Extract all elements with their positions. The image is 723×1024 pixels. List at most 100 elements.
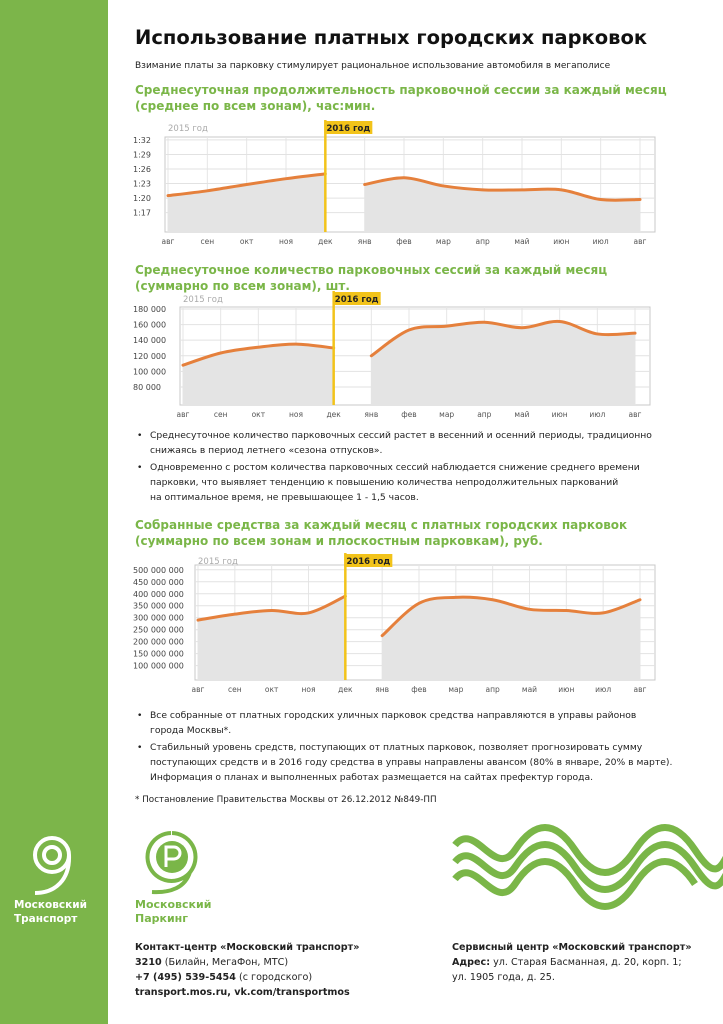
- service-text: ул. Старая Басманная, д. 20, корп. 1;: [490, 957, 682, 968]
- y-tick-label: 80 000: [133, 383, 161, 392]
- bullet-item: • Все собранные от платных городских улич…: [137, 708, 637, 738]
- contact-text: (с городского): [235, 972, 313, 983]
- logo-text: Московский: [14, 899, 87, 911]
- x-tick-label: май: [522, 685, 537, 694]
- footnote: * Постановление Правительства Москвы от …: [135, 795, 437, 805]
- x-tick-label: сен: [201, 237, 215, 246]
- y-tick-label: 160 000: [133, 321, 166, 330]
- x-tick-label: апр: [477, 410, 491, 419]
- legend-label: 2016 год: [346, 557, 390, 567]
- y-tick-label: 150 000 000: [133, 650, 184, 659]
- logo-text: Московский: [135, 898, 212, 911]
- y-tick-label: 450 000 000: [133, 578, 184, 587]
- y-tick-label: 1:29: [133, 150, 151, 159]
- contact-strong: transport.mos.ru, vk.com/transportmos: [135, 987, 350, 998]
- x-tick-label: окт: [265, 685, 279, 694]
- contact-text: (Билайн, МегаФон, МТС): [161, 957, 289, 968]
- chart-title: Среднесуточная продолжительность парково…: [135, 82, 667, 114]
- x-tick-label: авг: [192, 685, 205, 694]
- logo-transport: Московский Транспорт: [14, 898, 87, 926]
- y-tick-label: 350 000 000: [133, 602, 184, 611]
- y-tick-label: 1:26: [133, 165, 151, 174]
- note-line: Среднесуточное количество парковочных се…: [150, 430, 652, 441]
- service-text: ул. 1905 года, д. 25.: [452, 972, 555, 983]
- x-tick-label: июл: [595, 685, 611, 694]
- area: [183, 344, 334, 405]
- logo-parking-icon: [145, 831, 198, 895]
- area: [382, 597, 640, 680]
- title-line: Среднесуточное количество парковочных се…: [135, 263, 608, 277]
- service-label: Адрес:: [452, 957, 491, 968]
- x-tick-label: фев: [401, 410, 416, 419]
- x-tick-label: авг: [177, 410, 190, 419]
- line: [369, 319, 637, 358]
- logo-parking: Московский Паркинг: [135, 898, 211, 926]
- line: [380, 595, 642, 638]
- legend-label: 2016 год: [326, 124, 370, 134]
- contact-strong: 3210: [135, 957, 162, 968]
- x-tick-label: июн: [552, 410, 568, 419]
- bullet-item: • Среднесуточное количество парковочных с…: [137, 428, 652, 458]
- x-tick-label: окт: [240, 237, 254, 246]
- area: [198, 596, 346, 680]
- note-line: Все собранные от платных городских уличн…: [150, 710, 637, 721]
- note-line: на оптимальное время, не превышающее 1 -…: [150, 492, 419, 503]
- y-tick-label: 250 000 000: [133, 626, 184, 635]
- note-line: поступающих средств и в 2016 году средст…: [150, 757, 673, 768]
- line: [181, 342, 336, 367]
- y-tick-label: 1:17: [133, 209, 151, 218]
- line: [363, 176, 642, 202]
- x-tick-label: июл: [589, 410, 605, 419]
- bullet-item: • Одновременно с ростом количества парков…: [137, 460, 640, 505]
- title-line: Среднесуточная продолжительность парково…: [135, 83, 667, 97]
- bullet: •: [137, 742, 143, 753]
- side-bar: [0, 0, 108, 1024]
- legend-label: 2016 год: [335, 295, 379, 305]
- x-tick-label: ноя: [301, 685, 315, 694]
- x-tick-label: май: [514, 410, 529, 419]
- y-tick-label: 400 000 000: [133, 590, 184, 599]
- x-tick-label: дек: [326, 410, 341, 419]
- note-line: Одновременно с ростом количества парково…: [150, 462, 640, 473]
- note-line: Информация о планах и выполненных работа…: [150, 772, 594, 783]
- contact-title: Контакт-центр «Московский транспорт»: [135, 942, 360, 953]
- title-line: (суммарно по всем зонам и плоскостным па…: [135, 534, 543, 548]
- x-tick-label: июл: [593, 237, 609, 246]
- x-tick-label: фев: [411, 685, 426, 694]
- x-tick-label: июн: [558, 685, 574, 694]
- service-block: Сервисный центр «Московский транспорт» А…: [452, 940, 692, 985]
- legend-label: 2015 год: [168, 124, 208, 134]
- contact-block: Контакт-центр «Московский транспорт» 321…: [135, 940, 359, 1000]
- y-tick-label: 1:23: [133, 180, 151, 189]
- y-tick-label: 100 000: [133, 367, 166, 376]
- x-tick-label: янв: [358, 237, 372, 246]
- legend-label: 2015 год: [183, 295, 223, 305]
- x-tick-label: авг: [634, 237, 647, 246]
- x-tick-label: май: [514, 237, 529, 246]
- legend-box: [332, 292, 381, 305]
- y-tick-label: 1:32: [133, 136, 151, 145]
- x-tick-label: окт: [252, 410, 266, 419]
- bullet: •: [137, 462, 143, 473]
- page-subtitle: Взимание платы за парковку стимулирует р…: [135, 61, 611, 71]
- x-tick-label: авг: [629, 410, 642, 419]
- x-tick-label: апр: [476, 237, 490, 246]
- title-line: (среднее по всем зонам), час:мин.: [135, 99, 376, 113]
- x-tick-label: сен: [214, 410, 228, 419]
- chart-title: Собранные средства за каждый месяц с пла…: [135, 517, 627, 549]
- contact-strong: +7 (495) 539-5454: [135, 972, 236, 983]
- page-title: Использование платных городских парковок: [135, 26, 648, 49]
- x-tick-label: ноя: [289, 410, 303, 419]
- bullet: •: [137, 430, 143, 441]
- x-tick-label: авг: [162, 237, 175, 246]
- title-line: Собранные средства за каждый месяц с пла…: [135, 518, 628, 532]
- legend-label: 2015 год: [198, 557, 238, 567]
- legend-box: [344, 554, 393, 567]
- y-tick-label: 1:20: [133, 194, 151, 203]
- logo-text: Транспорт: [14, 913, 78, 925]
- x-tick-label: дек: [338, 685, 353, 694]
- x-tick-label: ноя: [279, 237, 293, 246]
- note-line: Стабильный уровень средств, поступающих …: [150, 742, 643, 753]
- y-tick-label: 500 000 000: [133, 566, 184, 575]
